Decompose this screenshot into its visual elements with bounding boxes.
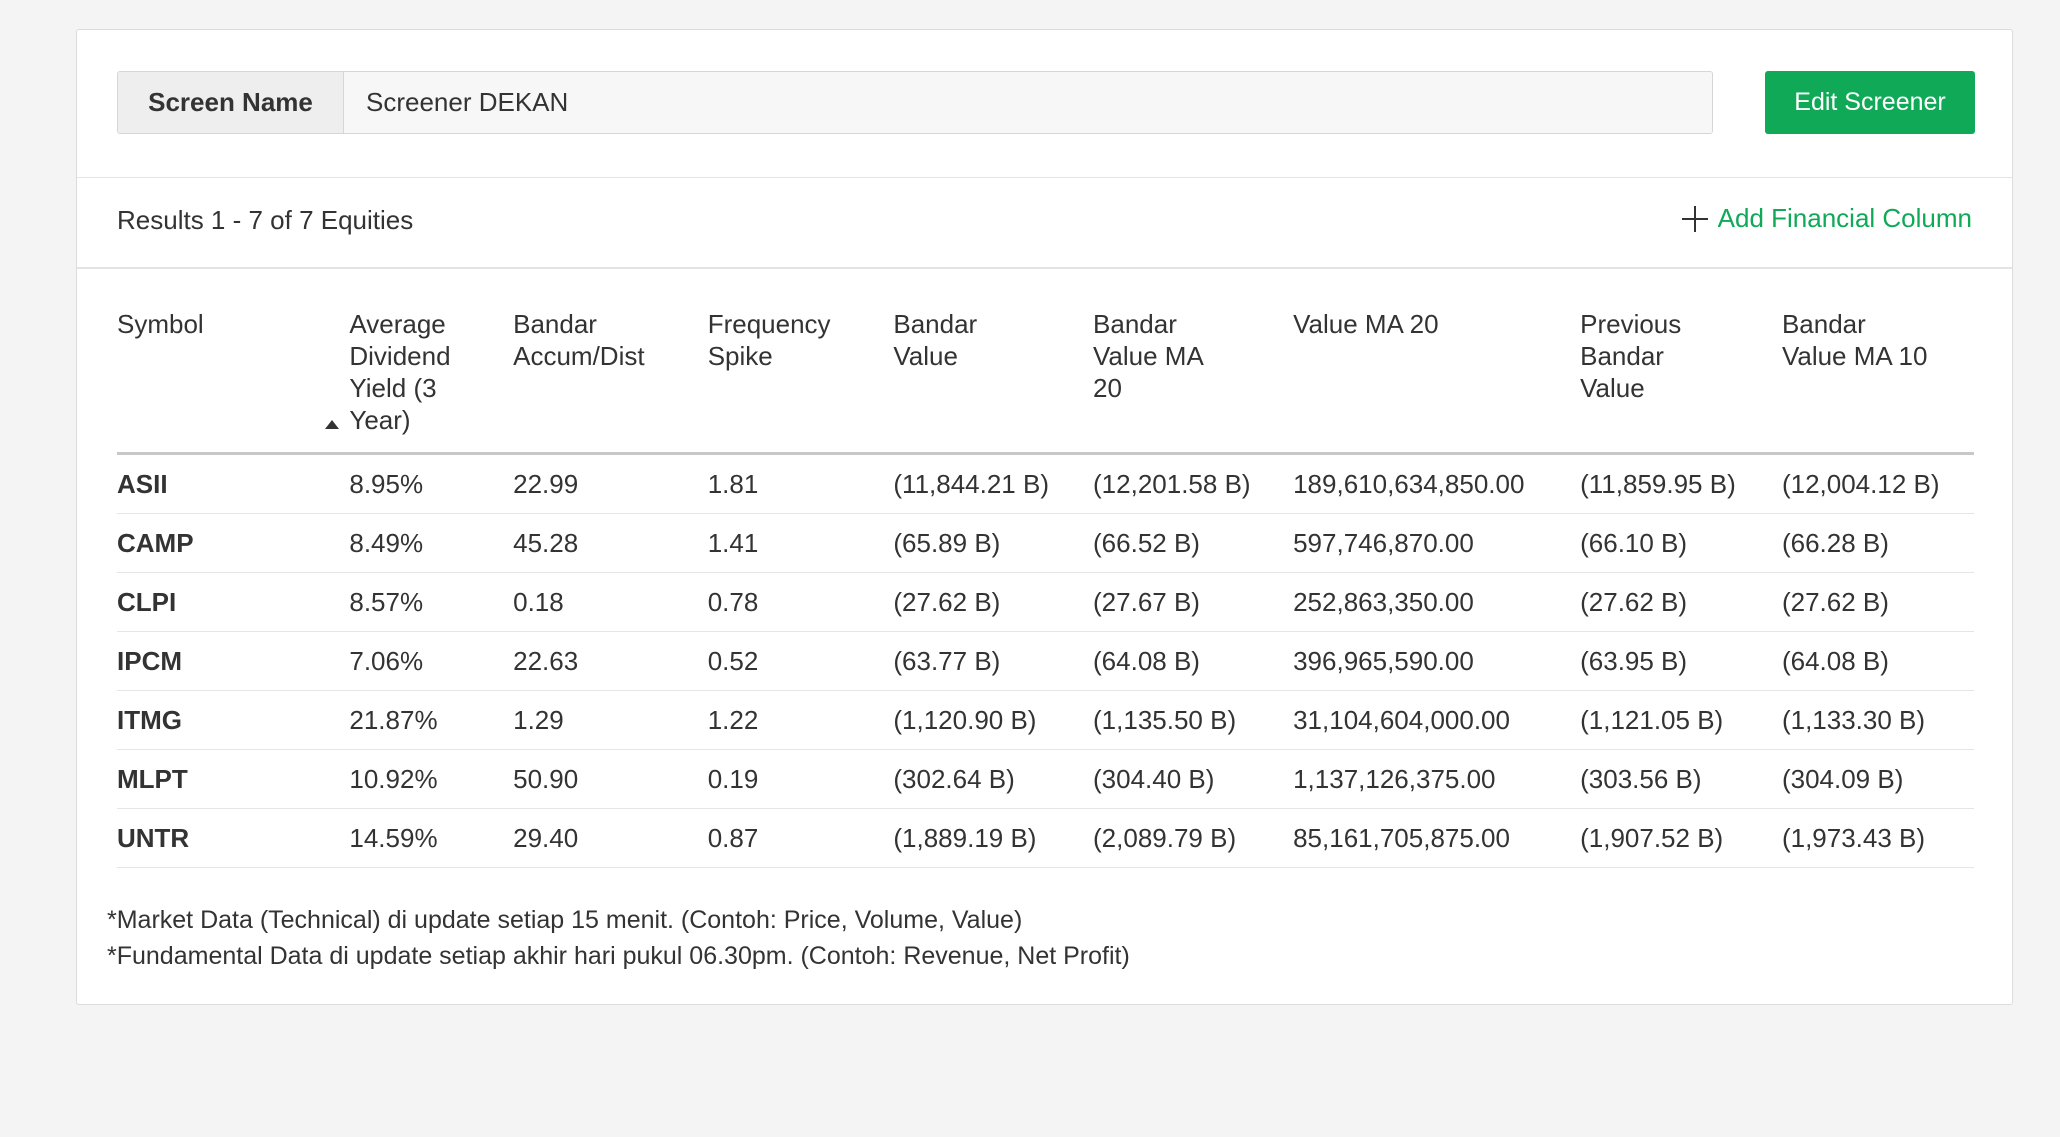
- table-cell: 22.99: [513, 453, 708, 514]
- table-row[interactable]: ASII 8.95% 22.99 1.81 (11,844.21 B) (12,…: [117, 453, 1974, 514]
- divider: [77, 177, 2012, 178]
- table-cell: (302.64 B): [893, 749, 1094, 809]
- table-header-row: Symbol Average Dividend Yield (3 Year) B…: [117, 308, 1974, 455]
- divider: [77, 267, 2012, 269]
- table-cell: 85,161,705,875.00: [1293, 808, 1581, 868]
- column-header-value-ma-20[interactable]: Value MA 20: [1293, 308, 1581, 455]
- column-header-bandar-value[interactable]: Bandar Value: [893, 308, 1094, 455]
- table-cell: 1.22: [707, 690, 894, 750]
- results-table-container[interactable]: Symbol Average Dividend Yield (3 Year) B…: [117, 308, 1974, 893]
- table-cell: (64.08 B): [1781, 631, 1974, 691]
- screener-card: Screen Name Edit Screener Results 1 - 7 …: [76, 29, 2013, 1005]
- column-header-symbol[interactable]: Symbol: [117, 308, 350, 455]
- table-row[interactable]: IPCM 7.06% 22.63 0.52 (63.77 B) (64.08 B…: [117, 631, 1974, 691]
- table-cell: (11,859.95 B): [1580, 453, 1782, 514]
- table-cell: (1,135.50 B): [1093, 690, 1294, 750]
- table-cell: (1,907.52 B): [1580, 808, 1782, 868]
- table-cell: 10.92%: [349, 749, 514, 809]
- table-row[interactable]: UNTR 14.59% 29.40 0.87 (1,889.19 B) (2,0…: [117, 808, 1974, 868]
- table-row[interactable]: CLPI 8.57% 0.18 0.78 (27.62 B) (27.67 B)…: [117, 572, 1974, 632]
- sort-ascending-icon[interactable]: [325, 420, 340, 429]
- table-cell: 22.63: [513, 631, 708, 691]
- table-cell: (27.67 B): [1093, 572, 1294, 632]
- table-cell: 396,965,590.00: [1293, 631, 1581, 691]
- table-cell: 1.29: [513, 690, 708, 750]
- symbol-cell[interactable]: CLPI: [117, 572, 350, 632]
- column-header-bandar-value-ma-20[interactable]: Bandar Value MA 20: [1093, 308, 1294, 455]
- table-cell: 8.49%: [349, 513, 514, 573]
- table-row[interactable]: CAMP 8.49% 45.28 1.41 (65.89 B) (66.52 B…: [117, 513, 1974, 573]
- table-cell: 21.87%: [349, 690, 514, 750]
- results-count: Results 1 - 7 of 7 Equities: [117, 205, 414, 235]
- table-cell: (1,121.05 B): [1580, 690, 1782, 750]
- table-cell: 0.52: [707, 631, 894, 691]
- table-cell: (1,120.90 B): [893, 690, 1094, 750]
- screen-name-input[interactable]: [344, 72, 1712, 133]
- table-cell: (63.77 B): [893, 631, 1094, 691]
- column-header-previous-bandar-value[interactable]: Previous Bandar Value: [1580, 308, 1782, 455]
- table-cell: (66.28 B): [1781, 513, 1974, 573]
- symbol-cell[interactable]: UNTR: [117, 808, 350, 868]
- column-header-average-dividend-yield[interactable]: Average Dividend Yield (3 Year): [325, 308, 514, 455]
- table-cell: (66.10 B): [1580, 513, 1782, 573]
- table-cell: (2,089.79 B): [1093, 808, 1294, 868]
- footnote-market-data: *Market Data (Technical) di update setia…: [107, 906, 1023, 934]
- symbol-cell[interactable]: ASII: [117, 453, 350, 514]
- table-cell: 8.95%: [349, 453, 514, 514]
- table-cell: (64.08 B): [1093, 631, 1294, 691]
- table-cell: 45.28: [513, 513, 708, 573]
- table-cell: (63.95 B): [1580, 631, 1782, 691]
- table-cell: (12,004.12 B): [1781, 453, 1974, 514]
- symbol-cell[interactable]: CAMP: [117, 513, 350, 573]
- table-row[interactable]: MLPT 10.92% 50.90 0.19 (302.64 B) (304.4…: [117, 749, 1974, 809]
- footnotes: *Market Data (Technical) di update setia…: [107, 902, 1130, 974]
- table-cell: (12,201.58 B): [1093, 453, 1294, 514]
- table-cell: (1,889.19 B): [893, 808, 1094, 868]
- table-cell: (27.62 B): [1781, 572, 1974, 632]
- table-cell: (65.89 B): [893, 513, 1094, 573]
- table-cell: 1.41: [707, 513, 894, 573]
- column-header-bandar-accum-dist[interactable]: Bandar Accum/Dist: [513, 308, 708, 455]
- table-row[interactable]: ITMG 21.87% 1.29 1.22 (1,120.90 B) (1,13…: [117, 690, 1974, 750]
- footnote-fundamental-data: *Fundamental Data di update setiap akhir…: [107, 942, 1130, 970]
- table-cell: 1.81: [707, 453, 894, 514]
- table-cell: 252,863,350.00: [1293, 572, 1581, 632]
- symbol-cell[interactable]: IPCM: [117, 631, 350, 691]
- table-cell: (27.62 B): [893, 572, 1094, 632]
- add-financial-column-label: Add Financial Column: [1717, 203, 1972, 233]
- table-cell: 0.19: [707, 749, 894, 809]
- table-cell: 14.59%: [349, 808, 514, 868]
- table-cell: 189,610,634,850.00: [1293, 453, 1581, 514]
- table-cell: (304.09 B): [1781, 749, 1974, 809]
- symbol-cell[interactable]: MLPT: [117, 749, 350, 809]
- column-header-frequency-spike[interactable]: Frequency Spike: [707, 308, 894, 455]
- table-cell: 597,746,870.00: [1293, 513, 1581, 573]
- symbol-cell[interactable]: ITMG: [117, 690, 350, 750]
- table-cell: 8.57%: [349, 572, 514, 632]
- screen-name-label: Screen Name: [118, 72, 344, 133]
- add-financial-column-button[interactable]: Add Financial Column: [1681, 203, 1972, 234]
- table-cell: (11,844.21 B): [893, 453, 1094, 514]
- table-cell: (303.56 B): [1580, 749, 1782, 809]
- edit-screener-button[interactable]: Edit Screener: [1765, 71, 1975, 134]
- table-cell: 50.90: [513, 749, 708, 809]
- table-cell: (66.52 B): [1093, 513, 1294, 573]
- table-cell: (27.62 B): [1580, 572, 1782, 632]
- table-cell: 7.06%: [349, 631, 514, 691]
- table-cell: 1,137,126,375.00: [1293, 749, 1581, 809]
- table-cell: 0.78: [707, 572, 894, 632]
- table-cell: (1,973.43 B): [1781, 808, 1974, 868]
- table-cell: (304.40 B): [1093, 749, 1294, 809]
- screen-name-group: Screen Name: [117, 71, 1713, 134]
- table-cell: (1,133.30 B): [1781, 690, 1974, 750]
- table-cell: 0.87: [707, 808, 894, 868]
- table-cell: 29.40: [513, 808, 708, 868]
- table-cell: 0.18: [513, 572, 708, 632]
- results-table: Symbol Average Dividend Yield (3 Year) B…: [117, 308, 1974, 868]
- table-cell: 31,104,604,000.00: [1293, 690, 1581, 750]
- plus-icon: [1681, 205, 1708, 232]
- column-header-bandar-value-ma-10[interactable]: Bandar Value MA 10: [1781, 308, 1974, 455]
